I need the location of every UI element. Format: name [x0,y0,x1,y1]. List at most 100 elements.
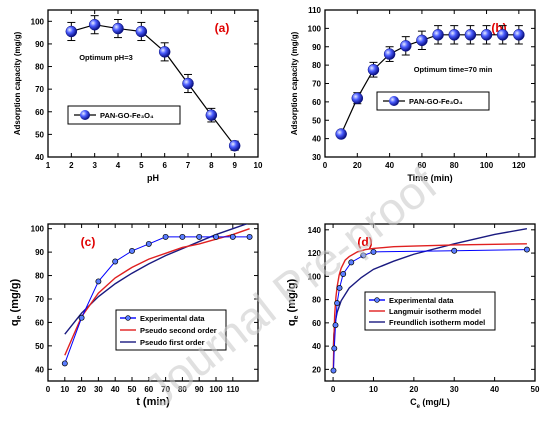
panel-label: (c) [81,235,96,249]
series-line [340,34,519,135]
data-point [432,29,444,41]
y-tick-label: 140 [308,226,322,235]
x-tick-label: 1 [46,161,51,170]
x-tick-label: 50 [531,385,540,394]
x-tick-label: 3 [92,161,97,170]
legend-label: Pseudo second order [140,326,217,335]
y-tick-label: 50 [35,342,44,351]
x-tick-label: 40 [490,385,499,394]
x-tick-label: 10 [254,161,263,170]
legend-label: Langmuir isotherm model [389,307,481,316]
data-point [158,46,171,58]
legend-marker [125,315,131,321]
x-tick-label: 40 [385,161,394,170]
data-point [367,63,380,76]
chart-panel-1: 1 2 3 4 5 6 7 8 9 10 40 50 60 70 80 90 100 pH Adsorption c… [13,9,263,183]
y-tick-label: 90 [312,43,321,52]
legend-label: Pseudo first order [140,338,205,347]
data-point [88,18,101,31]
x-tick-label: 10 [369,385,378,394]
annotation: Optimum time=70 min [414,65,493,74]
x-tick-label: 5 [139,161,144,170]
panel-label: (a) [215,21,230,35]
data-point [135,25,148,38]
y-tick-label: 60 [312,319,321,328]
data-point [162,233,169,240]
x-tick-label: 0 [323,161,328,170]
x-tick-label: 2 [69,161,74,170]
x-tick-label: 30 [450,385,459,394]
x-tick-label: 20 [77,385,86,394]
x-tick-label: 7 [186,161,191,170]
x-tick-label: 40 [111,385,120,394]
plot-frame [324,223,536,382]
data-point [480,29,493,41]
data-point [196,233,203,240]
data-point [348,259,355,266]
x-axis-label: pH [147,173,159,183]
x-tick-label: 80 [450,161,459,170]
data-point [513,29,525,41]
x-tick-label: 20 [353,161,362,170]
legend-label: Experimental data [389,296,454,305]
y-tick-label: 70 [312,80,321,89]
x-tick-label: 100 [480,161,494,170]
data-point [65,25,78,38]
chart-panel-4: 0 10 20 30 40 50 20 40 60 80 100 120 140 Ce (mg/L) qe … [286,223,540,410]
legend-label: Experimental data [140,314,205,323]
data-point [182,77,194,90]
y-tick-label: 90 [35,248,44,257]
legend-label: Freundlich isotherm model [389,318,485,327]
chart-panel-2: 0 20 40 60 80 100 120 30 40 50 60 70 80 90 100 110 Time … [290,6,536,183]
y-tick-label: 60 [312,98,321,107]
y-tick-label: 70 [35,85,44,94]
legend-box [376,91,490,111]
data-point [340,271,347,277]
data-point [351,92,364,104]
data-point [383,48,396,60]
data-point [331,345,338,352]
y-axis-label: qe (mg/g) [9,279,23,327]
data-point [95,278,102,285]
x-tick-label: 70 [161,385,170,394]
x-tick-label: 50 [128,385,137,394]
x-axis-label: t (min) [136,396,170,408]
data-point [129,247,135,254]
series-line [71,24,236,147]
plot-area [335,25,525,140]
x-tick-label: 100 [209,385,223,394]
legend-marker [389,96,399,106]
data-point [246,233,253,240]
y-tick-label: 70 [35,295,44,304]
y-tick-label: 80 [312,296,321,305]
data-point [451,247,458,254]
data-point [228,139,241,152]
y-tick-label: 80 [312,61,321,70]
y-tick-label: 60 [35,108,44,117]
data-point [78,314,85,321]
data-point [360,252,367,259]
y-tick-label: 40 [312,135,321,144]
y-tick-label: 40 [35,153,44,162]
data-point [112,22,124,35]
panel-label: (d) [357,235,372,249]
x-tick-label: 90 [195,385,204,394]
x-tick-label: 120 [512,161,526,170]
x-tick-label: 0 [331,385,336,394]
data-point [335,128,347,140]
y-tick-label: 30 [312,153,321,162]
y-axis-label: Adsorption capacity (mg/g) [290,31,299,135]
x-tick-label: 60 [144,385,153,394]
data-point [464,29,477,41]
x-tick-label: 30 [94,385,103,394]
data-point [332,322,339,329]
x-tick-label: 0 [46,385,51,394]
legend-label: PAN-GO-Fe₃O₄ [100,111,154,120]
data-point [336,285,343,291]
annotation: Optimum pH=3 [79,53,133,62]
data-point [400,40,412,52]
y-tick-label: 100 [31,225,45,234]
plot-area [61,224,253,367]
data-point [496,29,509,41]
